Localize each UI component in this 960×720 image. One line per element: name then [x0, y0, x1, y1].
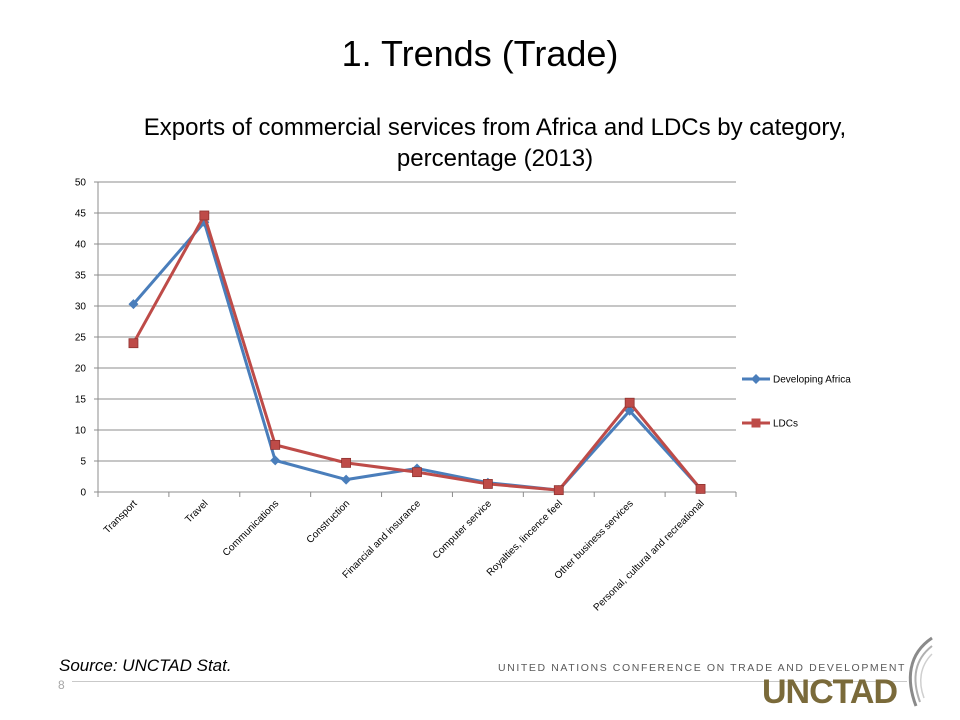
y-tick-label: 50 — [75, 178, 87, 189]
data-point — [270, 439, 281, 450]
legend-label: Developing Africa — [773, 375, 851, 386]
y-tick-label: 40 — [75, 240, 87, 251]
y-tick-label: 35 — [75, 271, 87, 282]
data-point — [695, 483, 706, 494]
gridlines — [94, 181, 737, 497]
legend-marker — [751, 418, 761, 428]
page-number: 8 — [58, 678, 65, 692]
data-point — [199, 210, 210, 221]
data-point — [341, 474, 352, 485]
data-point — [412, 467, 422, 478]
data-point — [341, 457, 352, 468]
x-tick-label: Royalties, lincence feel — [485, 498, 565, 578]
x-tick-label: Travel — [183, 498, 210, 525]
chart-title: Exports of commercial services from Afri… — [143, 114, 847, 172]
data-point — [128, 338, 139, 349]
data-point — [624, 405, 635, 416]
footer-org-name: UNITED NATIONS CONFERENCE ON TRADE AND D… — [498, 662, 907, 674]
data-point — [624, 397, 635, 408]
x-tick-label: Communications — [221, 498, 281, 558]
unctad-logo-icon — [908, 636, 933, 707]
y-tick-label: 20 — [75, 364, 87, 375]
y-tick-label: 0 — [80, 488, 86, 499]
legend: Developing Africa LDCs — [742, 374, 851, 430]
y-axis-ticks: 0 5 10 15 20 25 30 35 40 45 50 — [75, 178, 87, 499]
y-tick-label: 25 — [75, 333, 87, 344]
unctad-logo-text: UNCTAD — [762, 673, 898, 711]
slide-title: 1. Trends (Trade) — [341, 33, 619, 74]
data-point — [482, 479, 493, 489]
line-chart: 0 5 10 15 20 25 30 35 40 45 50 Transport Travel Comm… — [75, 178, 851, 614]
data-point — [553, 485, 564, 496]
series-lines — [128, 210, 706, 496]
legend-marker — [751, 374, 761, 384]
y-tick-label: 30 — [75, 302, 87, 313]
footer-divider — [72, 681, 907, 682]
y-tick-label: 5 — [80, 457, 86, 468]
x-tick-label: Other business services — [553, 498, 636, 581]
data-point — [270, 455, 281, 466]
y-tick-label: 45 — [75, 209, 87, 220]
y-tick-label: 15 — [75, 395, 87, 406]
source-note: Source: UNCTAD Stat. — [59, 656, 232, 675]
x-tick-label: Financial and insurance — [341, 498, 424, 581]
data-point — [128, 299, 139, 310]
series-line — [132, 213, 702, 492]
legend-label: LDCs — [773, 419, 798, 430]
x-axis-ticks: Transport Travel Communications Constructio… — [102, 498, 707, 613]
x-tick-label: Computer service — [431, 498, 494, 561]
x-tick-label: Transport — [102, 498, 140, 536]
x-tick-label: Construction — [305, 498, 352, 545]
y-tick-label: 10 — [75, 426, 87, 437]
x-tick-label: Personal, cultural and recreational — [592, 498, 707, 613]
